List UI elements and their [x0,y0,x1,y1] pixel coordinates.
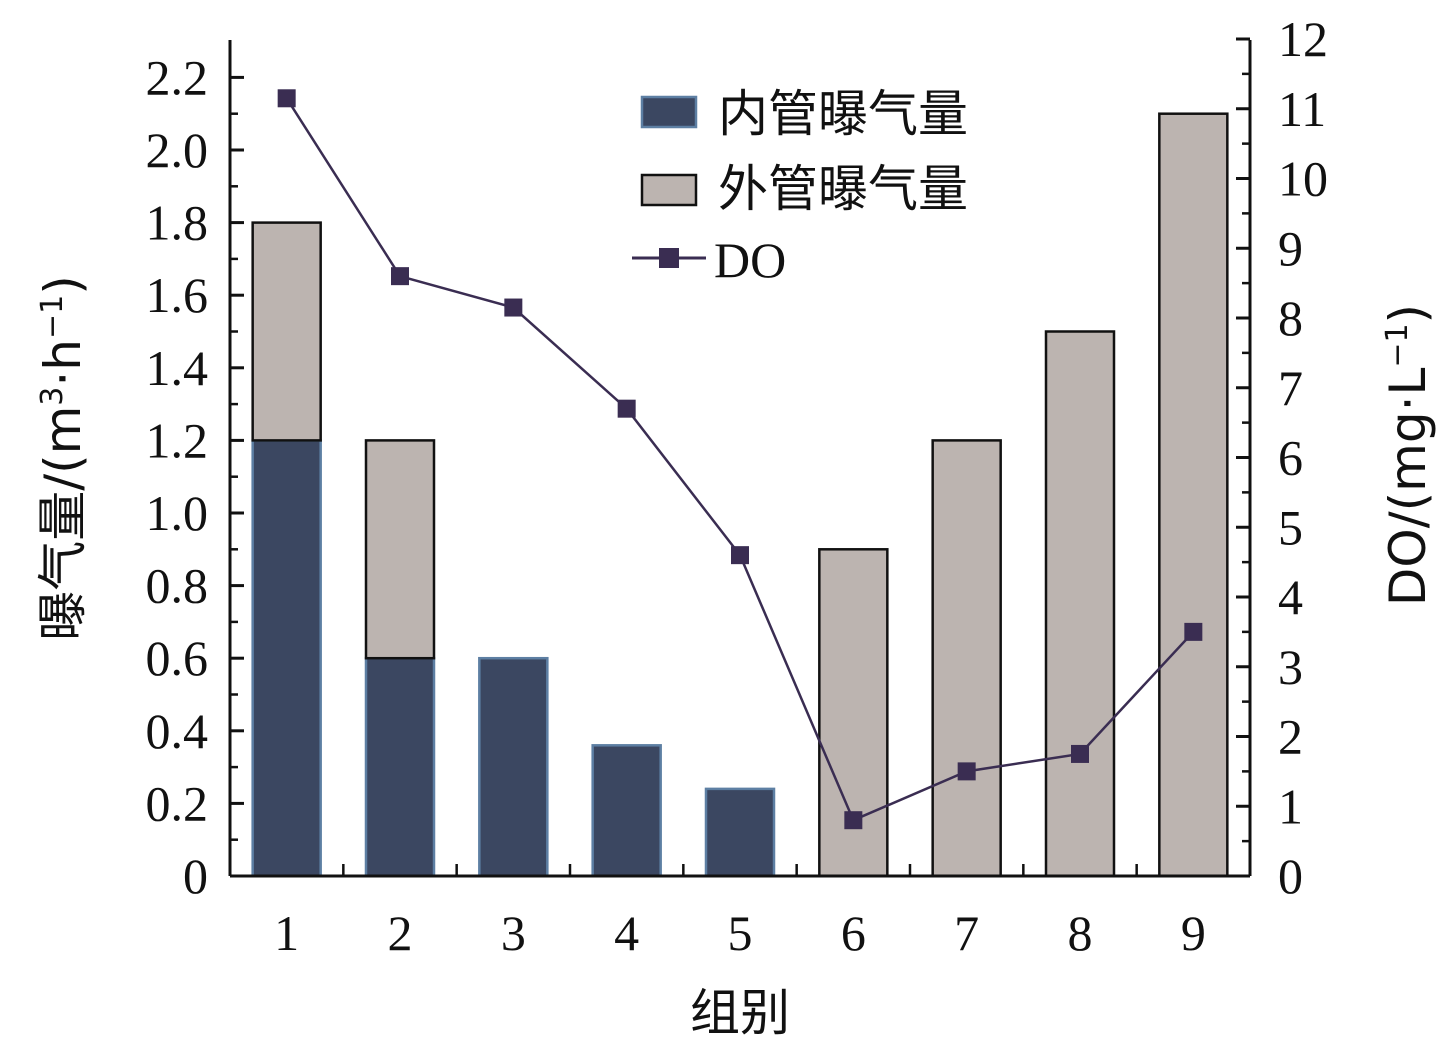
left-tick-label: 2.2 [146,49,209,105]
right-tick-label: 3 [1278,639,1303,695]
right-tick-label: 9 [1278,220,1303,276]
bar-outer-7 [931,439,1002,878]
left-tick-label: 0.6 [146,630,209,686]
bar-outer-1 [251,221,322,442]
do-marker-3 [504,298,523,317]
x-tick-label: 5 [728,905,753,961]
y-axis-title-superscript: 3 [35,387,70,406]
right-tick-label: 2 [1278,709,1303,765]
bar-inner-2 [364,656,436,878]
y2-axis-title-part: ) [1379,304,1437,324]
do-marker-4 [617,399,636,418]
right-tick-label: 6 [1278,430,1303,486]
legend-label-inner: 内管曝气量 [718,85,968,143]
y-axis-title: 曝气量/(m3·h−1) [34,275,92,641]
left-tick-label: 0 [183,848,208,904]
x-tick-label: 8 [1068,905,1093,961]
y-axis-title-superscript: −1 [35,295,70,339]
y-axis-title-part: 曝气量/(m [34,406,92,641]
x-tick-label: 2 [388,905,413,961]
do-marker-9 [1184,622,1203,641]
left-tick-label: 1.8 [146,195,209,251]
bar-inner-5 [704,787,776,878]
y-axis-title-part: ) [34,275,92,295]
x-tick-label: 6 [841,905,866,961]
right-tick-label: 1 [1278,778,1303,834]
x-tick-label: 1 [274,905,299,961]
x-tick-label: 9 [1181,905,1206,961]
right-tick-label: 11 [1278,81,1326,137]
bar-inner-3 [478,656,549,878]
x-axis-title: 组别 [690,984,790,1042]
y2-axis-title-superscript: −1 [1380,323,1415,367]
legend-swatch-inner [640,95,698,129]
right-tick-label: 8 [1278,290,1303,346]
legend-marker-do [659,248,679,268]
do-marker-7 [957,762,976,781]
do-marker-6 [844,811,863,830]
right-tick-label: 12 [1278,11,1328,67]
axes-layer: 00.20.40.60.81.01.21.41.61.82.02.2012345… [146,11,1329,961]
y-axis-title-part: ·h [34,339,92,387]
do-marker-8 [1071,744,1089,763]
bars-layer [251,112,1229,878]
bar-inner-4 [591,744,662,878]
left-tick-label: 2.0 [146,122,209,178]
do-marker-1 [277,89,296,108]
bar-outer-9 [1158,112,1229,878]
legend-label-do: DO [714,232,786,288]
do-line-layer [277,89,1203,830]
x-tick-label: 7 [954,905,979,961]
left-tick-label: 1.0 [146,485,209,541]
do-marker-2 [391,267,409,286]
bar-outer-2 [364,439,436,660]
y2-axis-title-part: DO/(mg·L [1379,368,1437,607]
left-tick-label: 0.4 [146,703,209,759]
legend-label-outer: 外管曝气量 [718,160,968,218]
do-marker-5 [731,546,749,565]
bar-outer-8 [1044,330,1116,878]
y2-axis-title: DO/(mg·L−1) [1379,304,1437,606]
right-tick-label: 10 [1278,151,1328,207]
right-tick-label: 4 [1278,569,1303,625]
bar-inner-1 [251,439,322,878]
left-tick-label: 0.2 [146,775,209,831]
legend-swatch-outer [640,173,698,207]
left-tick-label: 1.4 [146,340,209,396]
right-tick-label: 0 [1278,848,1303,904]
right-tick-label: 7 [1278,360,1303,416]
left-tick-label: 1.2 [146,412,209,468]
x-tick-label: 4 [614,905,639,961]
right-tick-label: 5 [1278,499,1303,555]
left-tick-label: 0.8 [146,558,209,614]
left-tick-label: 1.6 [146,267,209,323]
x-tick-label: 3 [501,905,526,961]
